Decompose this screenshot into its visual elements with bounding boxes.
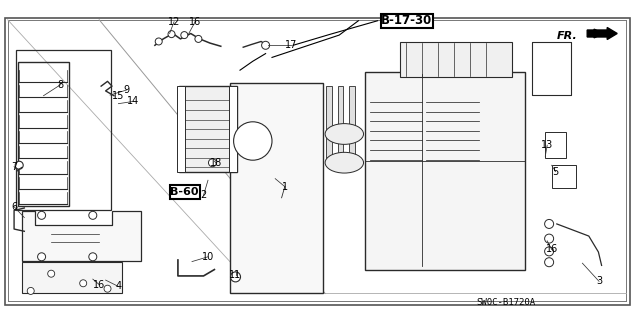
Bar: [177, 86, 185, 172]
Bar: [400, 42, 512, 77]
Circle shape: [15, 161, 23, 169]
Bar: [230, 83, 323, 293]
Text: 15: 15: [112, 91, 125, 101]
Circle shape: [195, 35, 202, 42]
Text: 4: 4: [115, 281, 122, 292]
Circle shape: [38, 253, 45, 261]
Text: SW0C-B1720A: SW0C-B1720A: [477, 298, 536, 307]
Ellipse shape: [325, 152, 364, 173]
Circle shape: [209, 159, 216, 167]
Bar: [338, 86, 343, 163]
Text: 18: 18: [210, 158, 223, 168]
Circle shape: [89, 211, 97, 219]
Text: B-60: B-60: [170, 187, 199, 197]
Text: 17: 17: [285, 40, 298, 50]
Bar: [22, 262, 122, 293]
Bar: [552, 165, 576, 188]
Circle shape: [545, 258, 554, 267]
Text: FR.: FR.: [556, 32, 577, 41]
Circle shape: [181, 32, 188, 39]
Text: 2: 2: [200, 190, 207, 200]
Bar: [349, 86, 355, 163]
Bar: [545, 132, 566, 158]
Text: 9: 9: [124, 85, 130, 95]
Bar: [381, 14, 433, 28]
Polygon shape: [22, 211, 141, 261]
Circle shape: [168, 31, 175, 38]
Circle shape: [89, 253, 97, 261]
Text: 6: 6: [11, 202, 17, 212]
Circle shape: [156, 38, 162, 45]
Text: 14: 14: [127, 96, 140, 107]
Text: 16: 16: [545, 244, 558, 255]
Bar: [229, 86, 237, 172]
Text: 7: 7: [11, 161, 17, 172]
Bar: [5, 18, 630, 305]
Ellipse shape: [325, 124, 364, 145]
Circle shape: [545, 219, 554, 228]
Text: 16: 16: [93, 279, 106, 290]
Text: B-17-30: B-17-30: [381, 14, 433, 27]
Text: 13: 13: [541, 140, 554, 150]
Circle shape: [48, 270, 54, 277]
Circle shape: [545, 247, 554, 256]
Bar: [170, 185, 200, 199]
Text: 11: 11: [229, 270, 242, 280]
Bar: [16, 50, 111, 210]
Text: 5: 5: [552, 167, 559, 177]
Text: 16: 16: [189, 17, 202, 27]
Circle shape: [545, 234, 554, 243]
Circle shape: [230, 272, 241, 282]
Text: 3: 3: [596, 276, 602, 286]
Bar: [179, 86, 237, 172]
Bar: [532, 42, 571, 95]
Bar: [18, 62, 69, 206]
Bar: [326, 86, 332, 163]
Circle shape: [80, 280, 86, 287]
Text: 1: 1: [282, 182, 288, 192]
Circle shape: [38, 211, 45, 219]
Circle shape: [28, 287, 34, 294]
Circle shape: [234, 122, 272, 160]
FancyArrow shape: [588, 27, 617, 40]
Bar: [365, 72, 525, 270]
Circle shape: [262, 41, 269, 49]
Circle shape: [104, 285, 111, 292]
Text: 12: 12: [168, 17, 180, 27]
Text: 10: 10: [202, 252, 214, 262]
Text: 8: 8: [58, 79, 64, 90]
